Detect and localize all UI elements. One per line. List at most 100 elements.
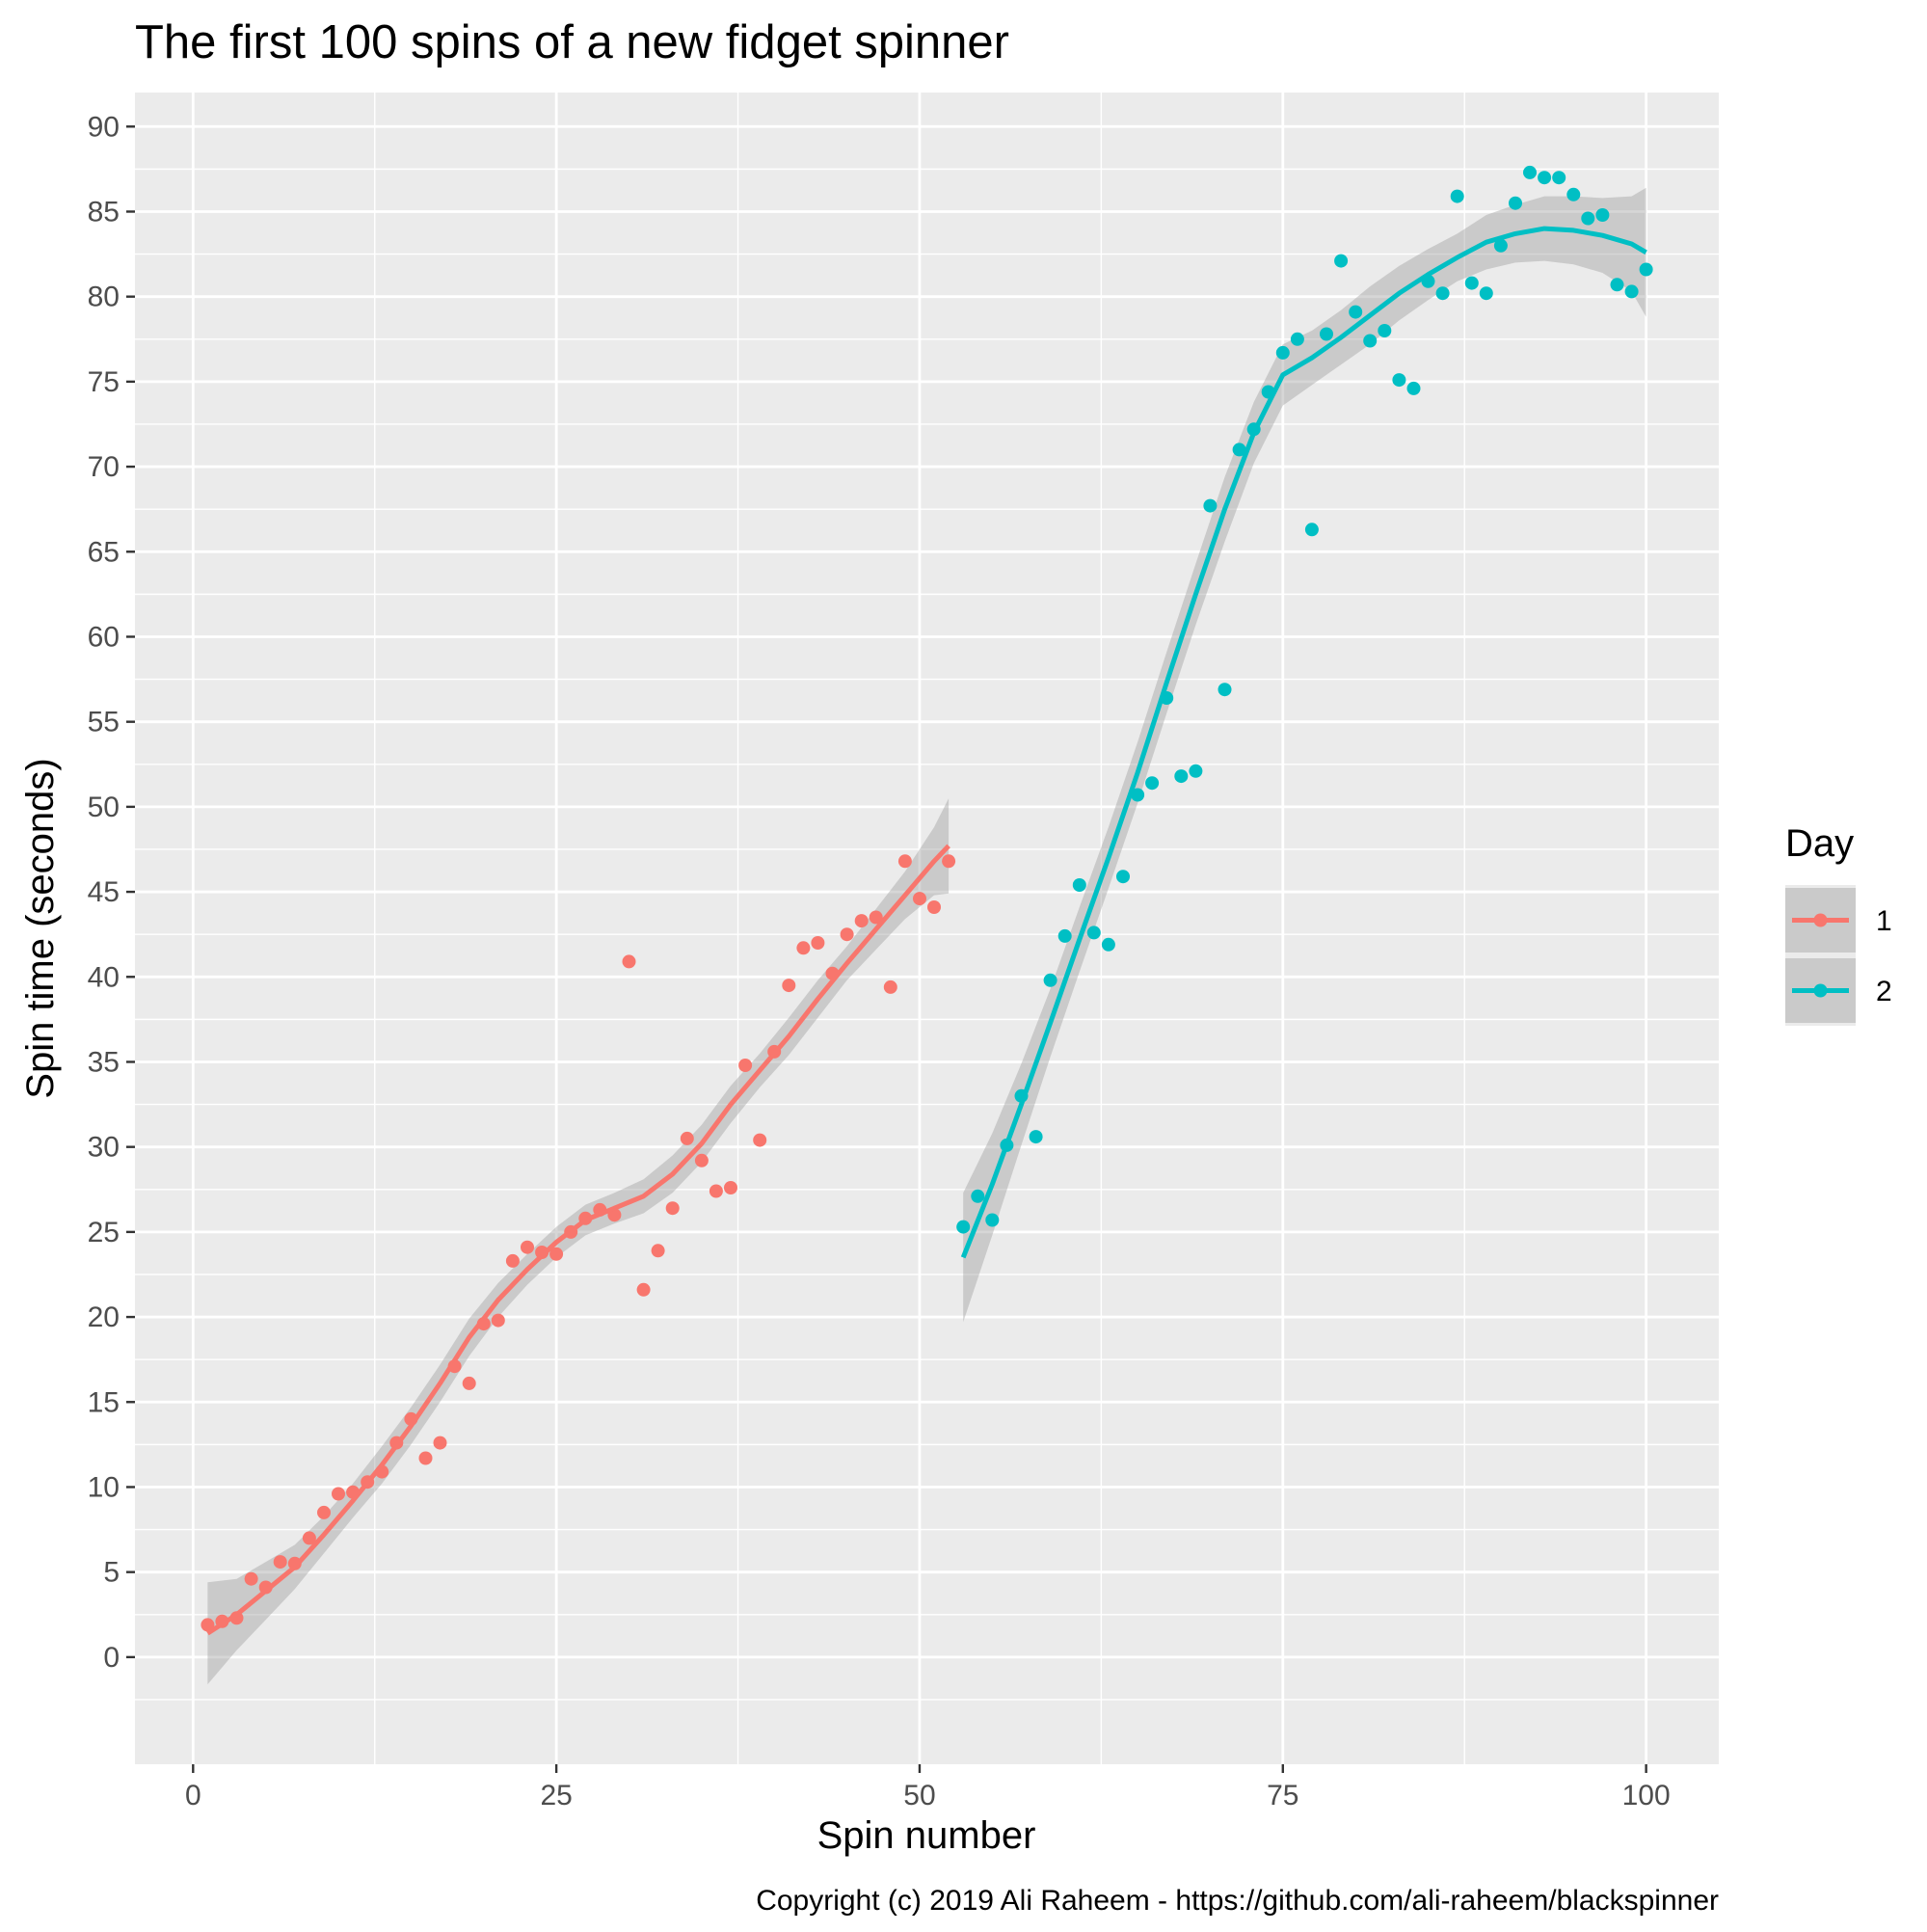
data-point-day-2 [1581, 211, 1595, 226]
data-point-day-1 [782, 979, 796, 993]
y-tick-label: 70 [88, 451, 120, 483]
y-tick-label: 50 [88, 792, 120, 823]
x-tick-label: 50 [903, 1780, 935, 1811]
y-tick-label: 55 [88, 707, 120, 738]
data-point-day-2 [956, 1220, 971, 1234]
legend-key-point [1813, 983, 1828, 998]
smooth-lines [206, 226, 1647, 1636]
data-point-day-1 [505, 1253, 520, 1268]
x-tick-label: 25 [540, 1780, 572, 1811]
data-point-day-2 [1610, 278, 1624, 292]
x-tick-label: 100 [1622, 1780, 1671, 1811]
data-point-day-1 [869, 910, 883, 925]
data-point-day-2 [1624, 284, 1639, 299]
data-point-day-2 [1363, 334, 1378, 348]
data-point-day-2 [1232, 443, 1246, 457]
data-point-day-2 [1552, 171, 1566, 185]
data-point-day-1 [317, 1505, 331, 1519]
data-point-day-1 [462, 1376, 476, 1390]
y-tick-label: 35 [88, 1046, 120, 1078]
minor-gridlines [135, 93, 1719, 1764]
data-point-day-2 [985, 1213, 1000, 1227]
copyright-caption: Copyright (c) 2019 Ali Raheem - https://… [756, 1885, 1719, 1917]
y-tick-label: 85 [88, 196, 120, 228]
data-point-day-2 [1435, 286, 1450, 301]
data-point-day-1 [709, 1184, 723, 1198]
y-tick-label: 75 [88, 366, 120, 398]
y-tick-label: 40 [88, 961, 120, 993]
data-point-day-2 [1509, 196, 1522, 210]
data-point-day-2 [1131, 788, 1145, 802]
data-point-day-2 [971, 1189, 985, 1203]
legend-key-point [1813, 913, 1828, 927]
data-point-day-2 [1290, 332, 1304, 346]
data-point-day-1 [651, 1244, 665, 1258]
data-point-day-1 [273, 1555, 287, 1570]
data-point-day-2 [1334, 254, 1349, 268]
legend-label-day-1: 1 [1876, 905, 1892, 937]
data-point-day-2 [1174, 769, 1189, 784]
data-point-day-2 [1349, 305, 1363, 319]
data-point-day-2 [1057, 928, 1072, 943]
data-point-day-1 [680, 1131, 694, 1145]
data-point-day-1 [913, 892, 926, 906]
data-point-day-1 [201, 1618, 215, 1632]
y-axis-title: Spin time (seconds) [19, 758, 62, 1098]
data-point-day-2 [1378, 324, 1392, 337]
data-point-day-2 [1101, 937, 1115, 952]
data-point-day-1 [942, 854, 956, 869]
data-point-day-2 [1406, 381, 1421, 395]
data-point-day-2 [1086, 926, 1101, 940]
x-tick-label: 75 [1267, 1780, 1298, 1811]
data-point-day-2 [1479, 286, 1493, 301]
data-point-day-1 [694, 1153, 709, 1167]
data-point-day-1 [418, 1451, 433, 1465]
data-point-day-2 [1275, 345, 1290, 360]
y-tick-label: 20 [88, 1301, 120, 1333]
data-point-day-2 [1304, 523, 1319, 537]
x-axis-title: Spin number [817, 1814, 1036, 1857]
x-axis-ticks: 0 25 50 75 100 [185, 1764, 1671, 1811]
data-point-day-1 [636, 1282, 651, 1297]
legend-title: Day [1785, 822, 1854, 865]
data-point-day-2 [1464, 276, 1479, 290]
data-point-day-1 [622, 954, 636, 969]
y-tick-label: 65 [88, 536, 120, 568]
data-point-day-2 [1043, 973, 1057, 987]
y-tick-label: 80 [88, 282, 120, 313]
data-point-day-2 [1203, 498, 1218, 513]
data-point-day-2 [1218, 683, 1232, 697]
data-point-day-1 [521, 1240, 534, 1254]
data-point-day-1 [665, 1201, 680, 1216]
data-point-day-2 [1450, 189, 1464, 203]
data-point-day-2 [1320, 327, 1333, 341]
x-tick-label: 0 [185, 1780, 201, 1811]
y-tick-label: 90 [88, 111, 120, 143]
data-point-day-2 [1538, 171, 1552, 185]
data-point-day-1 [927, 900, 941, 914]
y-axis-ticks: 0 5 10 15 20 25 30 35 40 45 50 55 60 65 70 75 80 85 90 [88, 111, 135, 1674]
smooth-line-day-2 [960, 226, 1647, 1259]
data-point-day-2 [1595, 208, 1610, 222]
data-point-day-2 [1639, 262, 1653, 277]
data-points [201, 165, 1653, 1632]
data-point-day-2 [1392, 373, 1406, 388]
y-tick-label: 25 [88, 1217, 120, 1248]
y-tick-label: 45 [88, 876, 120, 908]
data-point-day-1 [854, 914, 869, 928]
data-point-day-1 [302, 1531, 316, 1545]
data-point-day-2 [1029, 1130, 1043, 1144]
legend-label-day-2: 2 [1876, 976, 1892, 1007]
confidence-bands [207, 187, 1646, 1685]
data-point-day-2 [1072, 878, 1086, 892]
data-point-day-1 [491, 1313, 505, 1328]
data-point-day-1 [883, 979, 897, 994]
data-point-day-1 [332, 1487, 345, 1501]
chart-title: The first 100 spins of a new fidget spin… [135, 16, 1009, 68]
y-tick-label: 5 [103, 1557, 120, 1589]
data-point-day-1 [244, 1571, 258, 1586]
y-tick-label: 60 [88, 621, 120, 653]
data-point-day-2 [1145, 776, 1160, 791]
